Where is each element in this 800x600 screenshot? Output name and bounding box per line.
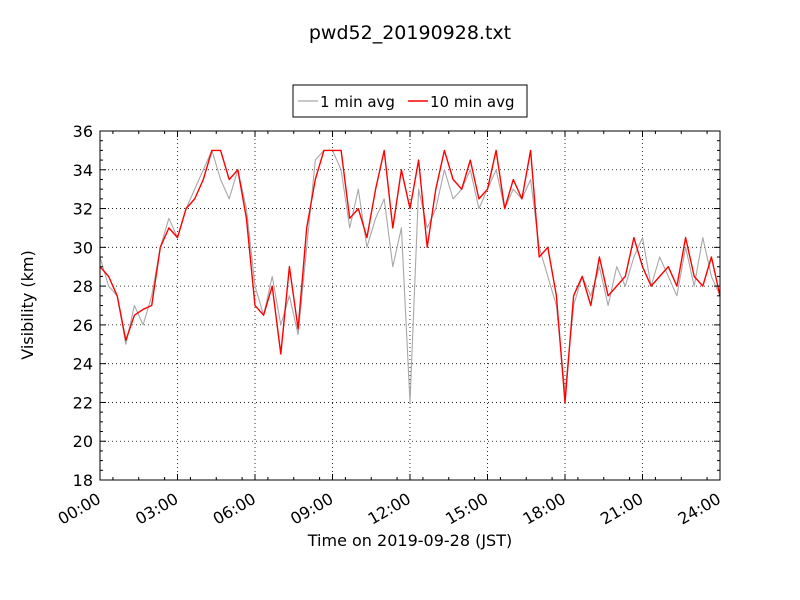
- y-tick-label: 20: [73, 432, 93, 451]
- x-tick-label: 09:00: [287, 489, 336, 529]
- x-tick-label: 06:00: [210, 489, 259, 529]
- y-tick-label: 26: [73, 316, 93, 335]
- series-line-1-min-avg: [99, 149, 721, 403]
- grid-lines: [100, 131, 720, 480]
- legend-label-10-min-avg: 10 min avg: [430, 93, 515, 111]
- legend-label-1-min-avg: 1 min avg: [320, 93, 395, 111]
- x-tick-label: 03:00: [132, 489, 181, 529]
- y-axis-label: Visibility (km): [18, 250, 37, 359]
- chart-title: pwd52_20190928.txt: [309, 22, 511, 44]
- series-line-10-min-avg: [99, 149, 721, 404]
- y-tick-label: 32: [73, 200, 93, 219]
- axis-ticks: 00:00 03:00 06:00 09:00 12:00 15:00 18:00 21:00…: [55, 122, 724, 529]
- y-tick-label: 18: [73, 471, 93, 490]
- x-tick-label: 00:00: [55, 489, 104, 529]
- legend: 1 min avg 10 min avg: [292, 84, 528, 118]
- x-tick-label: 24:00: [675, 489, 724, 529]
- x-tick-label: 21:00: [597, 489, 646, 529]
- y-tick-label: 30: [73, 238, 93, 257]
- x-tick-label: 12:00: [365, 489, 414, 529]
- legend-box: [292, 84, 528, 118]
- y-tick-label: 36: [73, 122, 93, 141]
- x-tick-label: 15:00: [442, 489, 491, 529]
- plot-frame: [99, 130, 721, 481]
- y-tick-label: 22: [73, 393, 93, 412]
- y-tick-label: 28: [73, 277, 93, 296]
- series-lines: [99, 149, 721, 404]
- x-axis-label: Time on 2019-09-28 (JST): [307, 531, 512, 550]
- y-tick-label: 34: [73, 161, 93, 180]
- x-tick-label: 18:00: [520, 489, 569, 529]
- y-tick-label: 24: [73, 355, 93, 374]
